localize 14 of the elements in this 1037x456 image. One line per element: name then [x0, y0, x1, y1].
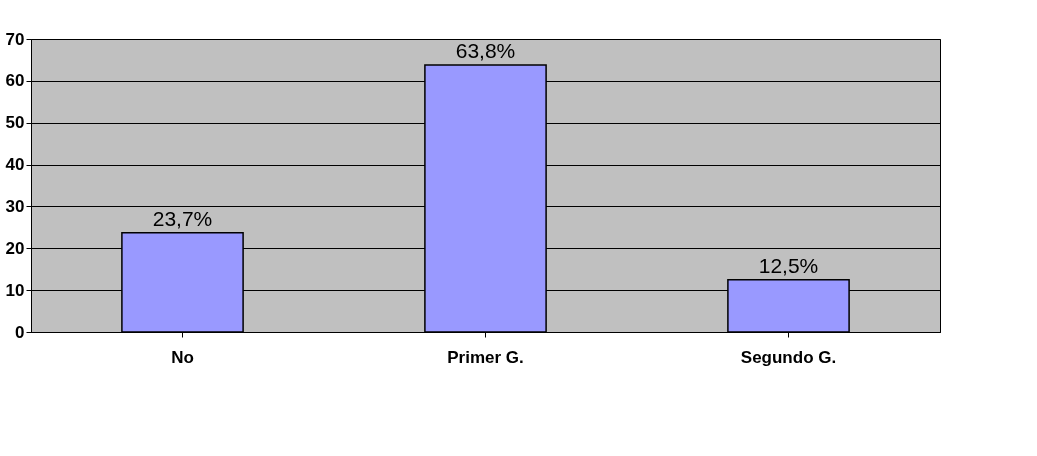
- data-label: 63,8%: [455, 38, 516, 62]
- data-label: 23,7%: [152, 206, 213, 230]
- y-tick-label: 50: [5, 113, 25, 133]
- y-tick-label: 20: [5, 238, 25, 258]
- y-tick-label: 10: [5, 280, 25, 300]
- x-tick-label: Primer G.: [447, 347, 524, 367]
- y-tick-label: 40: [5, 155, 25, 175]
- y-tick-label: 0: [15, 322, 25, 342]
- y-tick-label: 70: [5, 29, 25, 49]
- y-tick-label: 60: [5, 71, 25, 91]
- x-tick-label: Segundo G.: [740, 347, 837, 367]
- y-tick-label: 30: [5, 196, 25, 216]
- data-label: 12,5%: [758, 253, 819, 277]
- x-tick-label: No: [171, 347, 194, 367]
